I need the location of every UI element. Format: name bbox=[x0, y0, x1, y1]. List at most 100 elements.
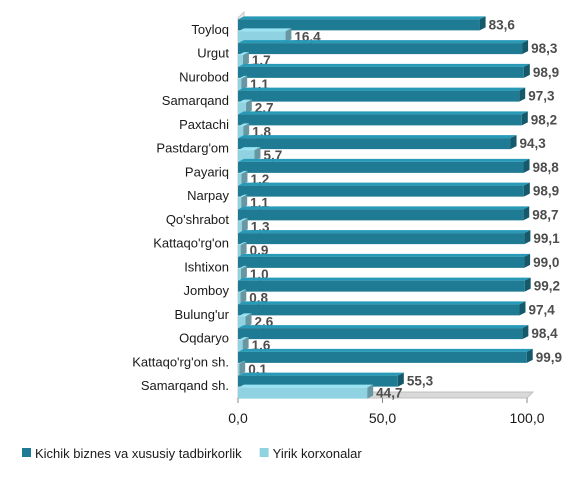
bar-kichik-biznes-side bbox=[522, 325, 529, 340]
bar-yirik-korxonalar-side bbox=[243, 123, 250, 138]
bar-kichik-biznes bbox=[238, 351, 527, 363]
category-label: Ishtixon bbox=[184, 259, 229, 274]
bar-yirik-korxonalar-top bbox=[238, 194, 248, 198]
value-label-kichik-biznes: 98,4 bbox=[531, 326, 558, 341]
bar-yirik-korxonalar bbox=[238, 245, 241, 257]
value-label-kichik-biznes: 55,3 bbox=[407, 374, 434, 389]
bar-yirik-korxonalar bbox=[238, 197, 242, 209]
bar-kichik-biznes-top bbox=[238, 87, 526, 91]
bar-yirik-korxonalar-top bbox=[238, 147, 261, 151]
bar-kichik-biznes bbox=[238, 43, 523, 55]
bar-yirik-korxonalar bbox=[238, 31, 286, 43]
bar-yirik-korxonalar-top bbox=[238, 123, 250, 127]
value-label-kichik-biznes: 98,3 bbox=[531, 41, 558, 56]
value-label-kichik-biznes: 99,0 bbox=[533, 255, 559, 270]
bar-yirik-korxonalar-top bbox=[238, 52, 249, 56]
bar-kichik-biznes bbox=[238, 66, 524, 78]
bar-yirik-korxonalar bbox=[238, 268, 241, 280]
category-label: Payariq bbox=[185, 164, 229, 179]
bar-kichik-biznes-side bbox=[523, 206, 530, 221]
legend-swatch-kichik-biznes bbox=[22, 448, 31, 457]
bar-yirik-korxonalar-side bbox=[241, 218, 248, 233]
bar-yirik-korxonalar bbox=[238, 78, 242, 90]
legend-label-yirik-korxonalar: Yirik korxonalar bbox=[273, 446, 363, 461]
value-label-kichik-biznes: 98,7 bbox=[532, 207, 558, 222]
bar-kichik-biznes-side bbox=[523, 182, 530, 197]
bar-kichik-biznes-top bbox=[238, 277, 531, 281]
category-label: Urgut bbox=[197, 46, 229, 61]
bar-kichik-biznes-top bbox=[238, 253, 531, 257]
bar-yirik-korxonalar bbox=[238, 387, 368, 399]
category-label: Bulung'ur bbox=[174, 307, 229, 322]
bar-yirik-korxonalar-top bbox=[238, 99, 252, 103]
bar-yirik-korxonalar-side bbox=[241, 75, 248, 90]
bar-yirik-korxonalar-top bbox=[238, 218, 248, 222]
category-label: Kattaqo'rg'on bbox=[153, 236, 229, 251]
bar-kichik-biznes-side bbox=[522, 40, 529, 55]
bar-yirik-korxonalar bbox=[238, 102, 246, 114]
bar-kichik-biznes-top bbox=[238, 301, 526, 305]
category-label: Samarqand bbox=[162, 93, 229, 108]
bar-kichik-biznes-side bbox=[479, 16, 486, 31]
bar-kichik-biznes-side bbox=[523, 158, 530, 173]
bar-yirik-korxonalar bbox=[238, 340, 243, 352]
bar-yirik-korxonalar-top bbox=[238, 384, 374, 388]
bar-yirik-korxonalar-top bbox=[238, 313, 252, 317]
bar-kichik-biznes-top bbox=[238, 16, 486, 20]
bar-yirik-korxonalar-side bbox=[240, 289, 247, 304]
bar-yirik-korxonalar-side bbox=[240, 242, 247, 257]
bar-yirik-korxonalar-top bbox=[238, 289, 247, 293]
legend-swatch-yirik-korxonalar bbox=[259, 448, 269, 457]
bar-yirik-korxonalar-side bbox=[254, 147, 261, 162]
bar-kichik-biznes-side bbox=[523, 63, 530, 78]
bar-yirik-korxonalar-side bbox=[241, 170, 248, 185]
bar-yirik-korxonalar bbox=[238, 292, 241, 304]
bar-yirik-korxonalar-top bbox=[238, 360, 246, 364]
bar-kichik-biznes-side bbox=[524, 230, 531, 245]
bar-yirik-korxonalar-side bbox=[367, 384, 374, 399]
value-label-kichik-biznes: 98,9 bbox=[533, 184, 559, 199]
bar-yirik-korxonalar-side bbox=[285, 28, 292, 43]
bar-yirik-korxonalar-side bbox=[245, 313, 252, 328]
x-tick-label: 100,0 bbox=[509, 410, 544, 426]
bar-kichik-biznes-top bbox=[238, 230, 531, 234]
x-tick-label: 0,0 bbox=[228, 410, 248, 426]
bar-yirik-korxonalar-top bbox=[238, 28, 292, 32]
bar-kichik-biznes-side bbox=[519, 301, 526, 316]
value-label-kichik-biznes: 83,6 bbox=[489, 17, 516, 32]
category-label: Oqdaryo bbox=[179, 331, 229, 346]
bar-kichik-biznes-side bbox=[397, 372, 404, 387]
bar-kichik-biznes bbox=[238, 328, 523, 340]
bar-yirik-korxonalar-top bbox=[238, 75, 248, 79]
bar-kichik-biznes-side bbox=[510, 135, 517, 150]
bar-yirik-korxonalar-top bbox=[238, 265, 247, 269]
bar-yirik-korxonalar-side bbox=[242, 337, 249, 352]
bar-kichik-biznes-top bbox=[238, 158, 530, 162]
bar-yirik-korxonalar-top bbox=[238, 337, 249, 341]
bar-kichik-biznes-top bbox=[238, 348, 533, 352]
bar-kichik-biznes-top bbox=[238, 325, 529, 329]
bar-kichik-biznes-top bbox=[238, 40, 529, 44]
category-label: Qo'shrabot bbox=[166, 212, 230, 227]
value-label-yirik-korxonalar: 44,7 bbox=[376, 386, 402, 401]
bar-yirik-korxonalar bbox=[238, 126, 244, 138]
bar-kichik-biznes bbox=[238, 233, 525, 245]
value-label-kichik-biznes: 99,9 bbox=[536, 350, 562, 365]
bar-kichik-biznes-top bbox=[238, 63, 530, 67]
bar-yirik-korxonalar-top bbox=[238, 242, 247, 246]
bar-kichik-biznes-top bbox=[238, 182, 530, 186]
bar-yirik-korxonalar-side bbox=[245, 99, 252, 114]
category-label: Paxtachi bbox=[179, 117, 229, 132]
bar-kichik-biznes bbox=[238, 209, 524, 221]
value-label-kichik-biznes: 99,2 bbox=[534, 279, 560, 294]
x-tick-label: 50,0 bbox=[369, 410, 396, 426]
bar-yirik-korxonalar bbox=[238, 55, 243, 67]
value-label-kichik-biznes: 98,9 bbox=[533, 65, 559, 80]
bar-yirik-korxonalar bbox=[238, 150, 255, 162]
category-label: Nurobod bbox=[179, 69, 229, 84]
legend-label-kichik-biznes: Kichik biznes va xususiy tadbirkorlik bbox=[35, 446, 242, 461]
bar-yirik-korxonalar-side bbox=[240, 265, 247, 280]
bar-kichik-biznes-side bbox=[526, 348, 533, 363]
bar-kichik-biznes bbox=[238, 19, 480, 31]
bar-kichik-biznes bbox=[238, 375, 398, 387]
